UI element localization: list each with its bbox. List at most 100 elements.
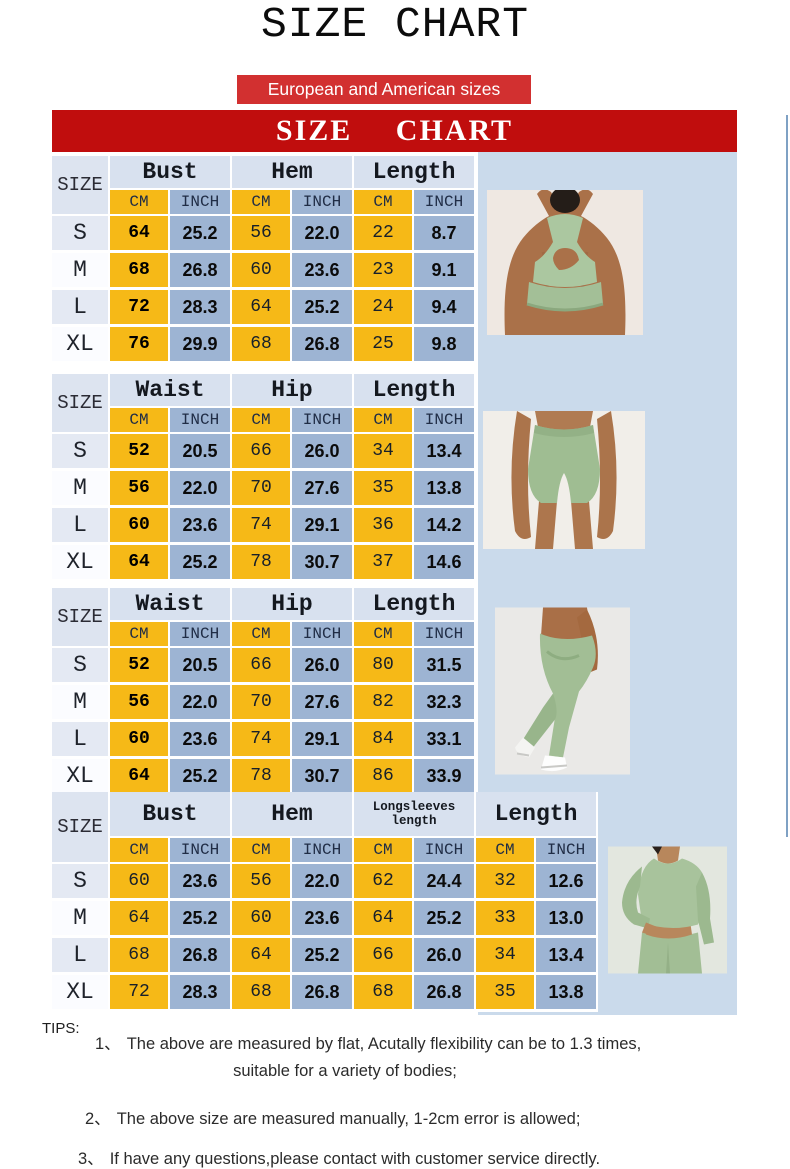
unit-label-inch: INCH bbox=[414, 838, 474, 862]
unit-label-inch: INCH bbox=[414, 622, 474, 646]
unit-label-cm: CM bbox=[110, 190, 168, 214]
table-row: M 68 26.8 60 23.6 23 9.1 bbox=[52, 253, 476, 287]
row-size-label: S bbox=[52, 648, 108, 682]
column-group-label: Longsleeves length bbox=[354, 792, 474, 836]
value-cell-cm: 35 bbox=[476, 975, 534, 1009]
table-row: XL 64 25.2 78 30.7 86 33.9 bbox=[52, 759, 476, 793]
value-cell-cm: 64 bbox=[354, 901, 412, 935]
value-cell-inch: 22.0 bbox=[292, 216, 352, 250]
table-row: L 60 23.6 74 29.1 36 14.2 bbox=[52, 508, 476, 542]
value-cell-inch: 12.6 bbox=[536, 864, 596, 898]
row-size-label: XL bbox=[52, 545, 108, 579]
value-cell-inch: 25.2 bbox=[170, 759, 230, 793]
value-cell-cm: 34 bbox=[354, 434, 412, 468]
row-size-label: M bbox=[52, 901, 108, 935]
region-badge: European and American sizes bbox=[237, 75, 531, 104]
value-cell-cm: 84 bbox=[354, 722, 412, 756]
value-cell-inch: 23.6 bbox=[292, 253, 352, 287]
value-cell-inch: 26.8 bbox=[414, 975, 474, 1009]
value-cell-cm: 60 bbox=[232, 901, 290, 935]
value-cell-inch: 26.8 bbox=[292, 327, 352, 361]
table-row: M 56 22.0 70 27.6 35 13.8 bbox=[52, 471, 476, 505]
tip-text: The above size are measured manually, 1-… bbox=[116, 1110, 581, 1128]
row-size-label: L bbox=[52, 938, 108, 972]
value-cell-inch: 30.7 bbox=[292, 545, 352, 579]
row-size-label: L bbox=[52, 508, 108, 542]
value-cell-cm: 37 bbox=[354, 545, 412, 579]
unit-label-cm: CM bbox=[232, 838, 290, 862]
value-cell-cm: 64 bbox=[232, 290, 290, 324]
value-cell-inch: 27.6 bbox=[292, 685, 352, 719]
column-group-label: Waist bbox=[110, 588, 230, 620]
leggings-photo bbox=[495, 606, 630, 776]
value-cell-inch: 26.8 bbox=[292, 975, 352, 1009]
value-cell-inch: 13.8 bbox=[536, 975, 596, 1009]
value-cell-inch: 23.6 bbox=[292, 901, 352, 935]
row-size-label: XL bbox=[52, 759, 108, 793]
value-cell-cm: 70 bbox=[232, 471, 290, 505]
value-cell-inch: 13.8 bbox=[414, 471, 474, 505]
value-cell-inch: 9.8 bbox=[414, 327, 474, 361]
value-cell-cm: 80 bbox=[354, 648, 412, 682]
value-cell-inch: 27.6 bbox=[292, 471, 352, 505]
value-cell-inch: 20.5 bbox=[170, 648, 230, 682]
table-row: XL 72 28.3 68 26.8 68 26.8 35 13.8 bbox=[52, 975, 598, 1009]
value-cell-cm: 74 bbox=[232, 722, 290, 756]
size-chart-banner: SIZE CHART bbox=[52, 110, 737, 152]
table-row: M 56 22.0 70 27.6 82 32.3 bbox=[52, 685, 476, 719]
value-cell-cm: 60 bbox=[232, 253, 290, 287]
value-cell-inch: 25.2 bbox=[170, 545, 230, 579]
column-group-label: Length bbox=[354, 374, 474, 406]
unit-label-cm: CM bbox=[110, 408, 168, 432]
sports-bra-size-table: SIZE Bust Hem Length CM INCH CM INCH CM INCH S 64 25… bbox=[52, 156, 476, 364]
value-cell-cm: 66 bbox=[232, 648, 290, 682]
value-cell-inch: 31.5 bbox=[414, 648, 474, 682]
column-group-label: Length bbox=[354, 588, 474, 620]
value-cell-inch: 8.7 bbox=[414, 216, 474, 250]
value-cell-cm: 82 bbox=[354, 685, 412, 719]
unit-header-row: CM INCH CM INCH CM INCH bbox=[110, 622, 476, 646]
size-header-cell: SIZE bbox=[52, 588, 108, 646]
value-cell-inch: 25.2 bbox=[170, 216, 230, 250]
column-group-label: Hem bbox=[232, 792, 352, 836]
value-cell-cm: 64 bbox=[110, 759, 168, 793]
value-cell-cm: 72 bbox=[110, 290, 168, 324]
value-cell-cm: 64 bbox=[110, 216, 168, 250]
value-cell-inch: 14.2 bbox=[414, 508, 474, 542]
longsleeve-top-size-table: SIZE Bust Hem Longsleeves length Length CM INC… bbox=[52, 792, 598, 1012]
longsleeve-top-photo bbox=[608, 846, 727, 974]
value-cell-inch: 33.9 bbox=[414, 759, 474, 793]
row-size-label: L bbox=[52, 290, 108, 324]
value-cell-inch: 14.6 bbox=[414, 545, 474, 579]
table-row: S 52 20.5 66 26.0 34 13.4 bbox=[52, 434, 476, 468]
value-cell-inch: 9.1 bbox=[414, 253, 474, 287]
value-cell-cm: 78 bbox=[232, 545, 290, 579]
unit-label-cm: CM bbox=[110, 838, 168, 862]
shorts-size-table: SIZE Waist Hip Length CM INCH CM INCH CM INCH S 52 2… bbox=[52, 374, 476, 582]
unit-label-cm: CM bbox=[354, 838, 412, 862]
tips-label: TIPS: bbox=[42, 1020, 80, 1037]
tip-item-1: 1、 The above are measured by flat, Acutal… bbox=[95, 1030, 790, 1054]
value-cell-inch: 22.0 bbox=[170, 471, 230, 505]
value-cell-inch: 26.8 bbox=[170, 938, 230, 972]
unit-label-inch: INCH bbox=[414, 408, 474, 432]
unit-label-cm: CM bbox=[476, 838, 534, 862]
value-cell-inch: 32.3 bbox=[414, 685, 474, 719]
table-header: SIZE Waist Hip Length CM INCH CM INCH CM INCH bbox=[52, 374, 476, 432]
tip-number: 3、 bbox=[78, 1150, 104, 1168]
value-cell-inch: 26.0 bbox=[414, 938, 474, 972]
column-group-label: Hem bbox=[232, 156, 352, 188]
value-cell-cm: 76 bbox=[110, 327, 168, 361]
row-size-label: M bbox=[52, 471, 108, 505]
value-cell-cm: 60 bbox=[110, 864, 168, 898]
group-header-row: Waist Hip Length bbox=[110, 374, 476, 406]
group-header-row: Bust Hem Longsleeves length Length bbox=[110, 792, 598, 836]
table-row: M 64 25.2 60 23.6 64 25.2 33 13.0 bbox=[52, 901, 598, 935]
tip-number: 2、 bbox=[85, 1110, 111, 1128]
value-cell-inch: 13.4 bbox=[414, 434, 474, 468]
unit-label-inch: INCH bbox=[292, 190, 352, 214]
value-cell-cm: 78 bbox=[232, 759, 290, 793]
value-cell-inch: 9.4 bbox=[414, 290, 474, 324]
header-columns: Bust Hem Length CM INCH CM INCH CM INCH bbox=[110, 156, 476, 214]
column-group-label: Length bbox=[354, 156, 474, 188]
